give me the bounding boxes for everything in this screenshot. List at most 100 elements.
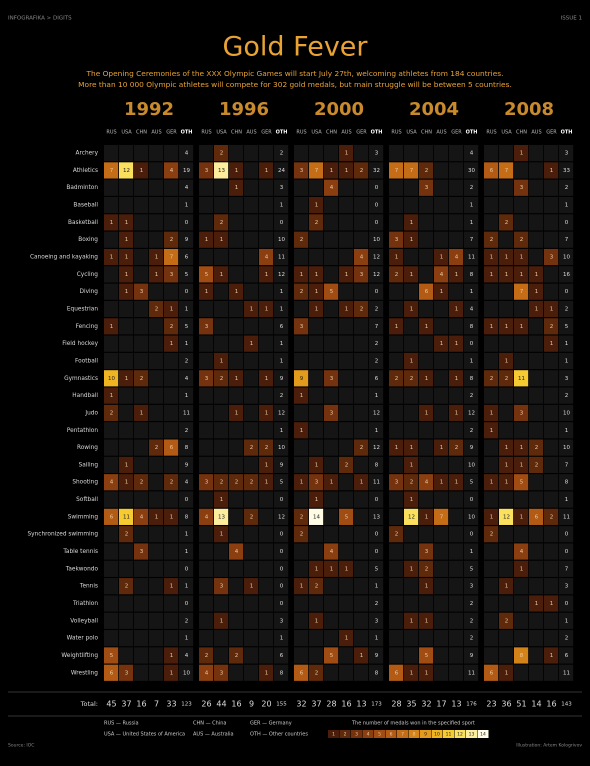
empty-cell: [199, 560, 214, 577]
medal-cell: [499, 664, 514, 681]
other-value: 0: [185, 220, 189, 226]
empty-cell: [259, 422, 274, 439]
empty-cell: [389, 196, 404, 214]
empty-cell: [199, 422, 214, 439]
empty-cell: [324, 526, 339, 543]
medal-value: 1: [505, 462, 509, 468]
empty-cell: [119, 439, 134, 456]
medal-cell: [339, 145, 354, 162]
other-value: 1: [470, 358, 474, 364]
country-header: RUS: [201, 130, 211, 136]
medal-cell: [324, 404, 339, 422]
other-value: 12: [468, 410, 475, 416]
empty-cell: [294, 612, 309, 629]
scale-label: 2: [344, 732, 347, 738]
medal-cell: [104, 162, 119, 179]
medal-value: 5: [345, 514, 349, 520]
other-value: 7: [565, 237, 569, 243]
empty-cell: [259, 578, 274, 595]
other-value: 7: [470, 237, 474, 243]
year: 2004: [409, 99, 459, 120]
empty-cell: [339, 318, 354, 335]
medal-cell: [214, 370, 229, 387]
medal-cell: [449, 248, 464, 266]
other-value: 11: [278, 255, 285, 261]
other-value: 7: [375, 324, 379, 330]
medal-value: 1: [410, 272, 414, 278]
other-cell: [274, 474, 289, 491]
medal-cell: [214, 145, 229, 162]
medal-value: 2: [360, 445, 364, 451]
medal-cell: [434, 474, 449, 491]
medal-value: 1: [505, 324, 509, 330]
country-legend: RUS — Russia: [104, 721, 139, 727]
other-cell: [464, 647, 479, 664]
medal-cell: [229, 543, 244, 560]
other-value: 7: [565, 462, 569, 468]
medal-value: 1: [455, 480, 459, 486]
other-value: 1: [280, 358, 284, 364]
empty-cell: [434, 612, 449, 629]
issue: ISSUE 1: [561, 16, 582, 22]
medal-value: 1: [155, 272, 159, 278]
medal-cell: [164, 231, 179, 248]
empty-cell: [544, 231, 559, 248]
empty-cell: [244, 266, 259, 283]
empty-cell: [164, 404, 179, 422]
empty-cell: [544, 664, 559, 681]
empty-cell: [499, 283, 514, 300]
medal-value: 1: [505, 480, 509, 486]
empty-cell: [484, 300, 499, 318]
medal-value: 6: [395, 670, 399, 676]
medal-value: 1: [125, 255, 129, 261]
medal-cell: [404, 664, 419, 681]
empty-cell: [434, 196, 449, 214]
medal-cell: [259, 162, 274, 179]
empty-cell: [134, 439, 149, 456]
empty-cell: [164, 630, 179, 647]
medal-cell: [259, 248, 274, 266]
empty-cell: [244, 595, 259, 612]
empty-cell: [404, 578, 419, 595]
medal-value: 2: [140, 376, 144, 382]
total-label: Total:: [80, 700, 98, 708]
empty-cell: [324, 387, 339, 404]
empty-cell: [244, 162, 259, 179]
medal-cell: [449, 474, 464, 491]
other-cell: [369, 595, 384, 612]
empty-cell: [449, 508, 464, 525]
other-cell: [559, 231, 574, 248]
other-cell: [464, 595, 479, 612]
other-cell: [369, 647, 384, 664]
empty-cell: [484, 647, 499, 664]
empty-cell: [119, 335, 134, 352]
medal-value: 1: [345, 307, 349, 313]
other-cell: [179, 404, 194, 422]
empty-cell: [404, 647, 419, 664]
other-cell: [559, 508, 574, 525]
other-value: 1: [470, 549, 474, 555]
medal-value: 1: [250, 307, 254, 313]
medal-value: 1: [110, 393, 114, 399]
scale-label: 9: [424, 732, 427, 738]
other-value: 12: [373, 255, 380, 261]
empty-cell: [514, 352, 529, 370]
other-cell: [179, 456, 194, 474]
other-cell: [464, 283, 479, 300]
medal-value: 1: [125, 272, 129, 278]
other-value: 33: [563, 168, 570, 174]
other-cell: [274, 578, 289, 595]
country-header: GER: [546, 130, 557, 136]
medal-cell: [354, 162, 369, 179]
other-value: 10: [563, 255, 570, 261]
medal-value: 2: [155, 307, 159, 313]
other-value: 1: [470, 203, 474, 209]
other-value: 3: [565, 151, 569, 157]
medal-value: 7: [520, 289, 524, 295]
empty-cell: [244, 214, 259, 231]
other-value: 1: [565, 358, 569, 364]
empty-cell: [419, 214, 434, 231]
sport-label: Equestrian: [67, 307, 98, 313]
medal-cell: [119, 266, 134, 283]
medal-value: 1: [235, 185, 239, 191]
